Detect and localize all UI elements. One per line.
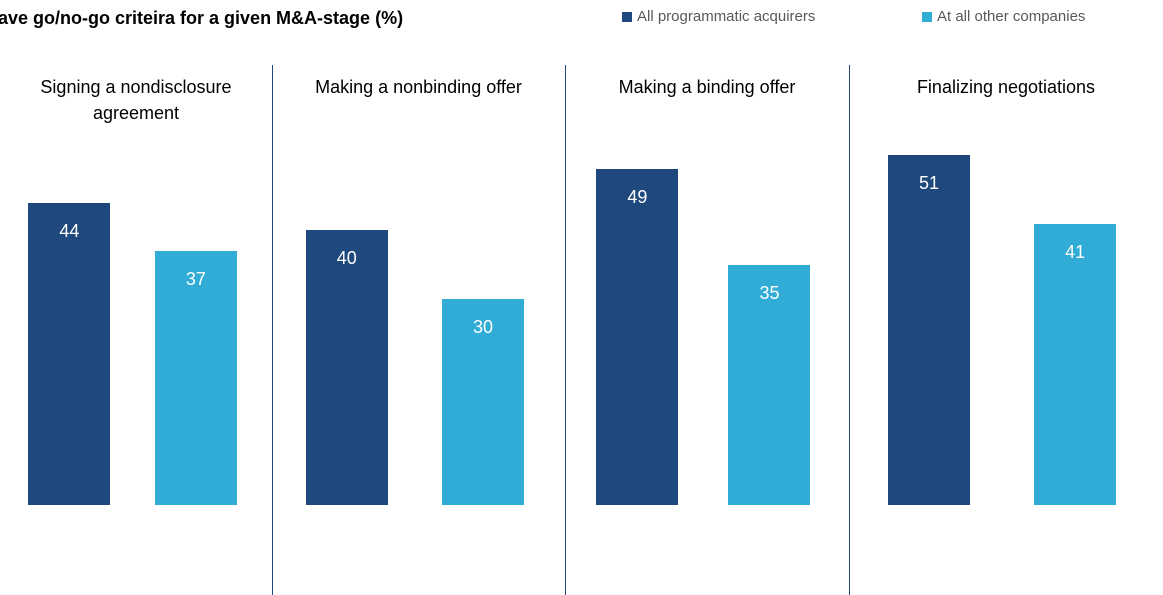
legend-swatch bbox=[922, 11, 932, 22]
legend-label: At all other companies bbox=[937, 8, 1086, 25]
bar bbox=[154, 251, 237, 505]
panel-divider bbox=[849, 65, 850, 595]
bar bbox=[596, 168, 679, 505]
data-label: 41 bbox=[1065, 241, 1086, 262]
bar bbox=[28, 203, 111, 505]
panel-title: Signing a nondisclosure agreement bbox=[40, 77, 232, 123]
panel-title: Making a nonbinding offer bbox=[315, 77, 522, 97]
legend-item: At all other companies bbox=[922, 8, 1085, 25]
bar bbox=[888, 155, 971, 505]
data-label: 40 bbox=[336, 248, 357, 269]
bar bbox=[728, 264, 811, 505]
legend-label: All programmatic acquirers bbox=[637, 8, 816, 25]
data-label: 44 bbox=[59, 221, 80, 242]
data-label: 37 bbox=[185, 269, 206, 290]
panel-divider bbox=[565, 65, 566, 595]
data-label: 30 bbox=[472, 317, 493, 338]
panel-divider bbox=[272, 65, 273, 595]
legend-item: All programmatic acquirers bbox=[622, 8, 815, 25]
legend-swatch bbox=[622, 11, 632, 22]
chart-title: ave go/no-go criteira for a given M&A-st… bbox=[0, 8, 404, 28]
bar bbox=[441, 299, 524, 505]
bar bbox=[305, 230, 388, 505]
data-label: 35 bbox=[759, 282, 780, 303]
data-label: 49 bbox=[627, 186, 648, 207]
panel-title: Making a binding offer bbox=[618, 77, 796, 97]
data-label: 51 bbox=[919, 173, 940, 193]
bar bbox=[1034, 223, 1117, 505]
panel-title: Finalizing negotiations bbox=[916, 77, 1096, 97]
